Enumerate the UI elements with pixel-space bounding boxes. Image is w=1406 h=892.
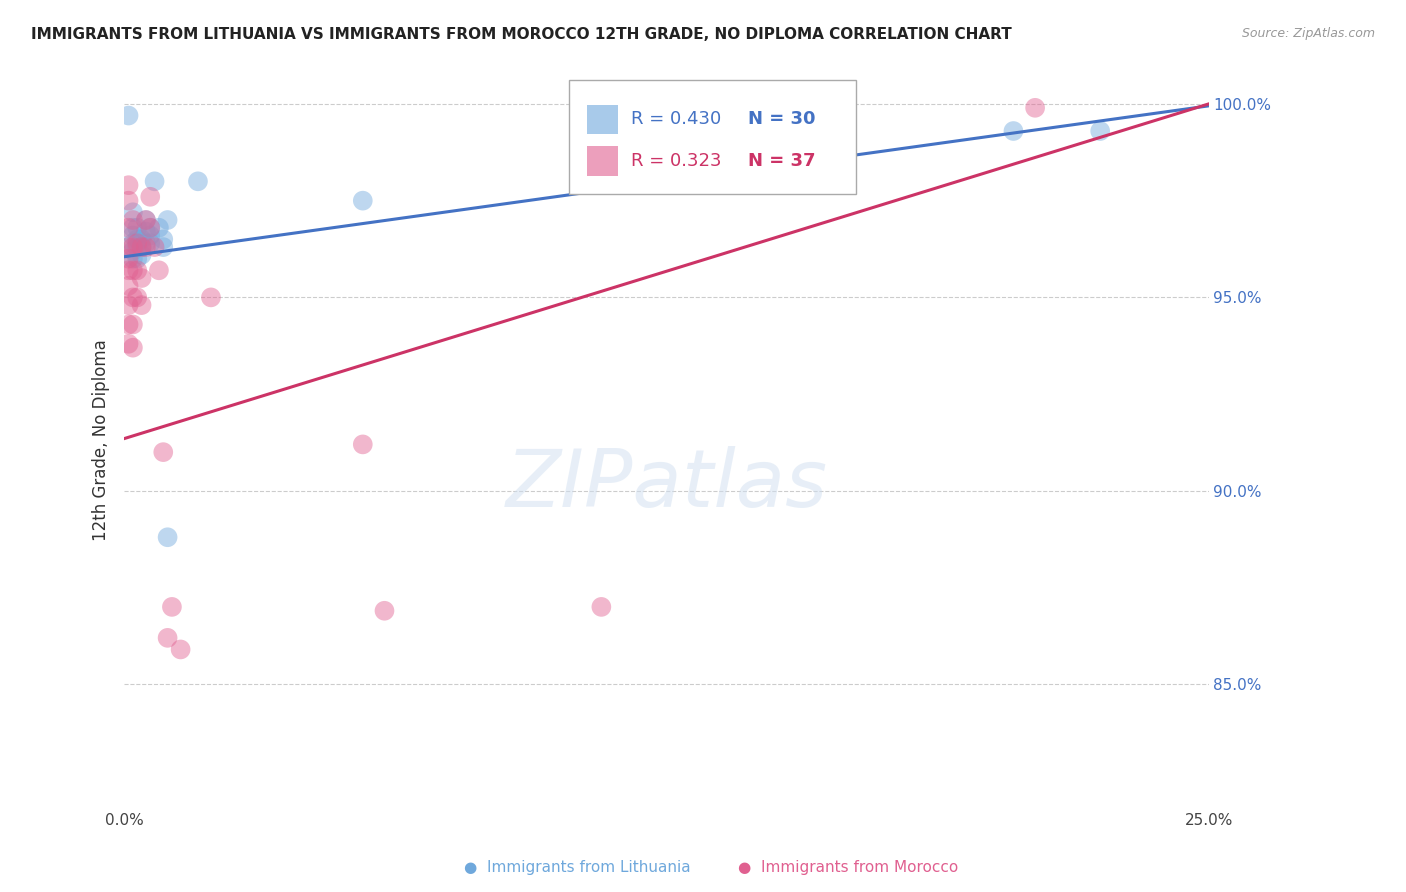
Point — [122, 263, 145, 277]
Point — [122, 205, 145, 219]
Text: N = 37: N = 37 — [748, 153, 815, 170]
Point — [143, 174, 166, 188]
Point — [143, 240, 166, 254]
Point — [122, 228, 145, 243]
Point — [122, 240, 145, 254]
Text: N = 30: N = 30 — [748, 111, 815, 128]
Point — [127, 252, 149, 266]
Point — [169, 642, 191, 657]
Point — [122, 244, 145, 258]
Text: ●  Immigrants from Lithuania: ● Immigrants from Lithuania — [464, 860, 690, 874]
Point — [187, 174, 209, 188]
Point — [117, 252, 139, 266]
Point — [1002, 124, 1025, 138]
Point — [139, 190, 162, 204]
Point — [139, 220, 162, 235]
Point — [122, 213, 145, 227]
Point — [117, 263, 139, 277]
Point — [117, 178, 139, 193]
Point — [135, 213, 157, 227]
Text: ●  Immigrants from Morocco: ● Immigrants from Morocco — [738, 860, 959, 874]
FancyBboxPatch shape — [588, 146, 617, 176]
Point — [1024, 101, 1046, 115]
Point — [131, 271, 153, 285]
Point — [117, 278, 139, 293]
Point — [117, 240, 139, 254]
Point — [148, 220, 170, 235]
Point — [139, 236, 162, 251]
Point — [131, 240, 153, 254]
Text: R = 0.323: R = 0.323 — [631, 153, 721, 170]
Point — [139, 228, 162, 243]
Point — [139, 220, 162, 235]
Point — [373, 604, 395, 618]
Point — [127, 220, 149, 235]
Point — [122, 318, 145, 332]
Point — [117, 336, 139, 351]
Point — [117, 298, 139, 312]
Point — [122, 290, 145, 304]
Point — [160, 599, 183, 614]
Text: R = 0.430: R = 0.430 — [631, 111, 721, 128]
Point — [127, 236, 149, 251]
Point — [117, 194, 139, 208]
Point — [1088, 124, 1111, 138]
Point — [156, 213, 179, 227]
Point — [122, 252, 145, 266]
Y-axis label: 12th Grade, No Diploma: 12th Grade, No Diploma — [93, 340, 110, 541]
Text: IMMIGRANTS FROM LITHUANIA VS IMMIGRANTS FROM MOROCCO 12TH GRADE, NO DIPLOMA CORR: IMMIGRANTS FROM LITHUANIA VS IMMIGRANTS … — [31, 27, 1012, 42]
Point — [131, 298, 153, 312]
Point — [152, 232, 174, 246]
Point — [135, 240, 157, 254]
Point — [352, 194, 374, 208]
Point — [131, 232, 153, 246]
Point — [127, 232, 149, 246]
Point — [127, 263, 149, 277]
FancyBboxPatch shape — [569, 80, 856, 194]
Point — [156, 631, 179, 645]
Point — [148, 263, 170, 277]
Point — [122, 341, 145, 355]
Point — [131, 248, 153, 262]
Point — [135, 225, 157, 239]
Point — [131, 240, 153, 254]
FancyBboxPatch shape — [588, 104, 617, 134]
Point — [152, 240, 174, 254]
Point — [352, 437, 374, 451]
Point — [200, 290, 222, 304]
Point — [127, 240, 149, 254]
Point — [135, 236, 157, 251]
Point — [122, 236, 145, 251]
Point — [156, 530, 179, 544]
Point — [117, 318, 139, 332]
Point — [127, 290, 149, 304]
Text: ZIPatlas: ZIPatlas — [505, 446, 828, 524]
Point — [152, 445, 174, 459]
Point — [135, 213, 157, 227]
Point — [122, 220, 145, 235]
Point — [591, 599, 613, 614]
Text: Source: ZipAtlas.com: Source: ZipAtlas.com — [1241, 27, 1375, 40]
Point — [117, 109, 139, 123]
Point — [117, 220, 139, 235]
